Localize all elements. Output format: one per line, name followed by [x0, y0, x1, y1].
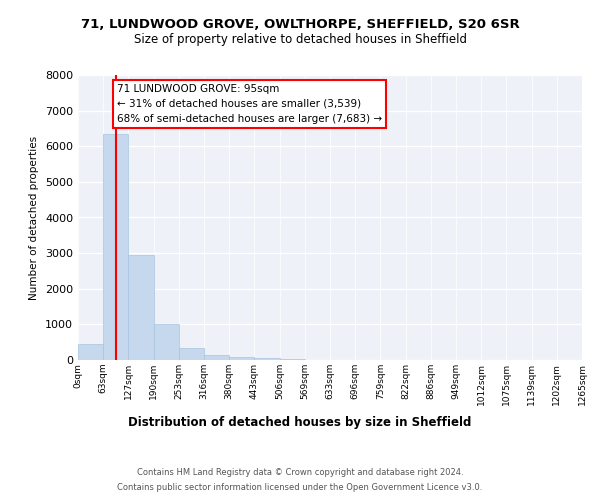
Bar [78, 344, 103, 360]
Text: 71 LUNDWOOD GROVE: 95sqm
← 31% of detached houses are smaller (3,539)
68% of sem: 71 LUNDWOOD GROVE: 95sqm ← 31% of detach… [117, 84, 382, 124]
Text: 71, LUNDWOOD GROVE, OWLTHORPE, SHEFFIELD, S20 6SR: 71, LUNDWOOD GROVE, OWLTHORPE, SHEFFIELD… [80, 18, 520, 30]
Text: Distribution of detached houses by size in Sheffield: Distribution of detached houses by size … [128, 416, 472, 429]
Bar [154, 324, 179, 360]
Bar [103, 134, 128, 360]
Text: Size of property relative to detached houses in Sheffield: Size of property relative to detached ho… [133, 32, 467, 46]
Y-axis label: Number of detached properties: Number of detached properties [29, 136, 40, 300]
Bar [128, 255, 154, 360]
Bar [229, 357, 254, 360]
Bar [204, 356, 229, 360]
Text: Contains public sector information licensed under the Open Government Licence v3: Contains public sector information licen… [118, 483, 482, 492]
Bar [280, 359, 305, 360]
Text: Contains HM Land Registry data © Crown copyright and database right 2024.: Contains HM Land Registry data © Crown c… [137, 468, 463, 477]
Bar [254, 358, 280, 360]
Bar [179, 348, 204, 360]
